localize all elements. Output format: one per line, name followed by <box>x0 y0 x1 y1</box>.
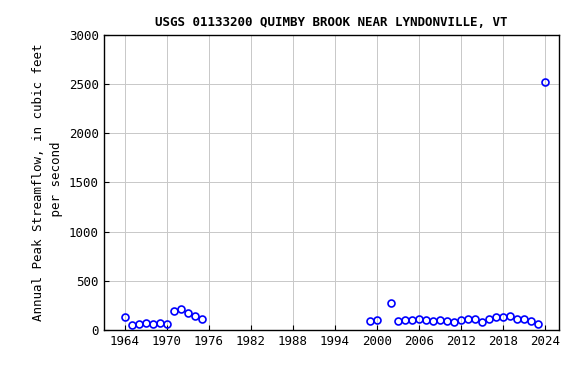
Y-axis label: Annual Peak Streamflow, in cubic feet
 per second: Annual Peak Streamflow, in cubic feet pe… <box>32 44 63 321</box>
Title: USGS 01133200 QUIMBY BROOK NEAR LYNDONVILLE, VT: USGS 01133200 QUIMBY BROOK NEAR LYNDONVI… <box>155 16 507 29</box>
